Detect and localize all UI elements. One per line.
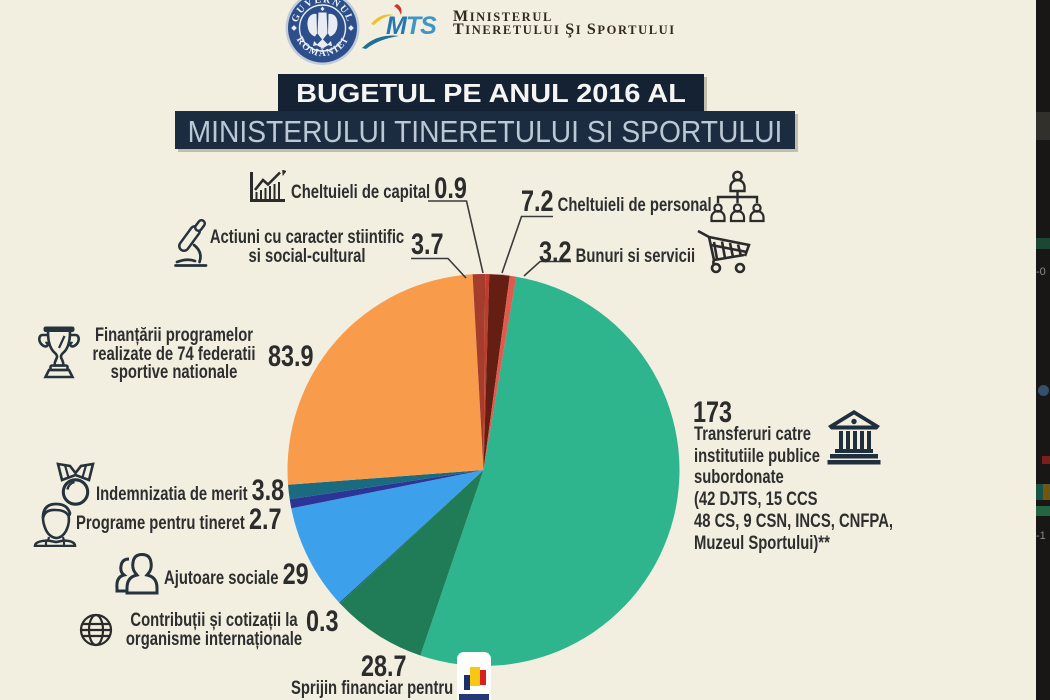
svg-text:MTS: MTS: [386, 12, 437, 40]
